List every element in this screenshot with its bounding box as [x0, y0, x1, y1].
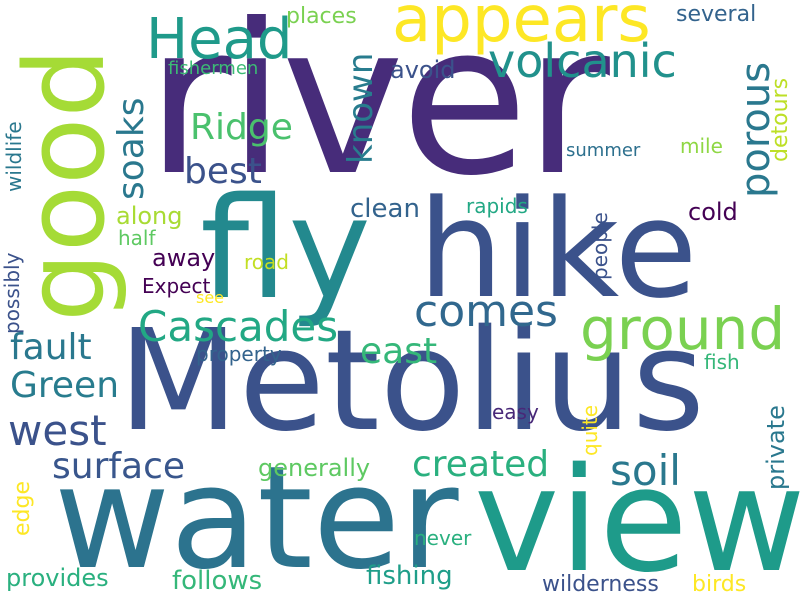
word-possibly: possibly — [0, 252, 24, 334]
word-expect: Expect — [142, 274, 211, 298]
word-see: see — [196, 288, 225, 307]
word-detours: detours — [768, 77, 793, 162]
word-generally: generally — [258, 454, 371, 482]
word-metolius: Metolius — [118, 300, 705, 463]
word-several: several — [676, 2, 757, 27]
word-appears: appears — [392, 0, 651, 57]
word-west: west — [8, 406, 107, 455]
word-comes: comes — [414, 286, 558, 337]
word-good: good — [1, 47, 129, 322]
word-never: never — [414, 526, 472, 550]
word-east: east — [360, 331, 438, 372]
word-easy: easy — [492, 400, 539, 424]
word-water: water — [54, 436, 459, 600]
word-road: road — [244, 250, 289, 274]
word-ground: ground — [580, 295, 786, 363]
word-known: known — [341, 52, 381, 164]
word-fault: fault — [10, 327, 92, 368]
word-cascades: Cascades — [138, 302, 339, 351]
word-summer: summer — [566, 140, 641, 161]
word-best: best — [184, 151, 262, 192]
word-property: property — [196, 342, 282, 366]
word-wilderness: wilderness — [542, 572, 659, 597]
word-created: created — [412, 444, 550, 485]
word-hike: hike — [418, 171, 698, 328]
word-cold: cold — [688, 198, 738, 226]
word-volcanic: volcanic — [488, 34, 677, 88]
word-birds: birds — [692, 572, 747, 597]
word-soaks: soaks — [111, 97, 152, 200]
word-surface: surface — [52, 446, 186, 487]
word-head: Head — [146, 7, 293, 72]
word-view: view — [474, 436, 800, 600]
word-clean: clean — [350, 194, 420, 224]
word-along: along — [116, 202, 183, 230]
word-people: people — [588, 212, 612, 280]
word-fishing: fishing — [366, 561, 453, 591]
word-avoid: avoid — [390, 56, 456, 84]
word-away: away — [152, 244, 216, 272]
word-green: Green — [10, 365, 120, 406]
word-soil: soil — [610, 446, 681, 495]
word-half: half — [118, 226, 156, 250]
word-edge: edge — [10, 481, 35, 536]
word-wildlife: wildlife — [2, 121, 26, 192]
word-fish: fish — [704, 350, 740, 374]
word-quite: quite — [578, 404, 602, 456]
word-river: river — [146, 0, 610, 222]
word-provides: provides — [6, 564, 109, 592]
word-private: private — [762, 405, 790, 490]
word-mile: mile — [680, 134, 723, 158]
word-follows: follows — [172, 566, 263, 596]
word-places: places — [286, 4, 357, 29]
word-fishermen: fishermen — [168, 58, 259, 79]
word-ridge: Ridge — [190, 107, 293, 148]
word-rapids: rapids — [466, 194, 528, 218]
word-fly: fly — [200, 168, 372, 331]
